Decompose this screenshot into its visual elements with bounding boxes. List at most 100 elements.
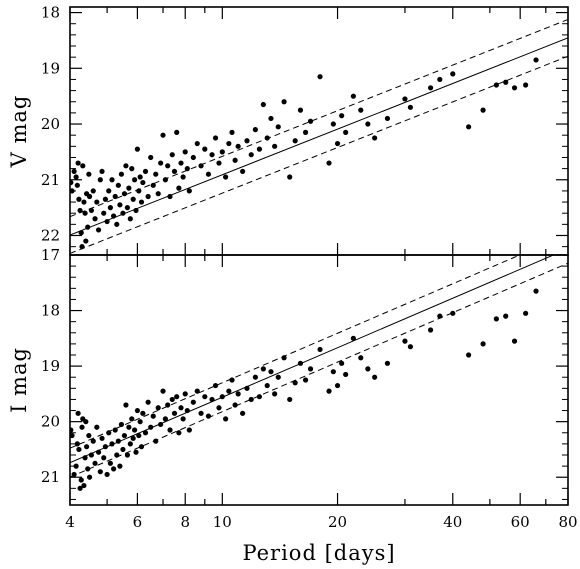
data-point: [240, 410, 246, 416]
panel-v-fit-upper-line: [70, 18, 568, 218]
data-point: [202, 146, 208, 152]
data-point: [450, 310, 456, 316]
data-point: [493, 316, 499, 322]
data-point: [205, 413, 212, 419]
data-point: [229, 377, 235, 383]
data-point: [232, 157, 238, 163]
data-point: [75, 410, 81, 416]
data-point: [127, 441, 133, 447]
data-point: [155, 191, 161, 197]
data-point: [160, 388, 166, 394]
y-tick-label: 17: [41, 246, 60, 264]
data-point: [292, 138, 298, 144]
data-point: [350, 93, 356, 99]
data-point: [77, 207, 83, 214]
data-point: [256, 394, 263, 400]
data-point: [114, 452, 120, 458]
panel-v-fit-lines: [70, 18, 568, 254]
data-point: [86, 474, 93, 480]
data-point: [244, 385, 250, 391]
data-point: [190, 154, 196, 161]
data-point: [81, 199, 87, 205]
data-point: [178, 405, 184, 411]
data-point: [372, 135, 378, 141]
data-point: [106, 430, 112, 436]
data-point: [126, 185, 132, 191]
data-point: [275, 374, 281, 380]
x-tick-label: 6: [133, 513, 143, 531]
x-axis-title: Period [days]: [242, 541, 395, 565]
data-point: [365, 121, 371, 127]
data-point: [317, 346, 323, 353]
y-tick-label: 18: [41, 4, 60, 22]
data-point: [169, 396, 175, 403]
data-point: [330, 369, 336, 375]
data-point: [165, 163, 171, 169]
data-point: [132, 427, 138, 433]
data-point: [78, 230, 84, 236]
data-point: [94, 424, 100, 430]
x-tick-label: 60: [511, 513, 530, 531]
data-point: [297, 360, 304, 366]
panel-i-fit-lower-line: [70, 262, 568, 478]
data-point: [106, 188, 112, 194]
data-point: [334, 140, 341, 147]
data-point: [326, 160, 332, 166]
data-point: [137, 419, 143, 425]
data-point: [272, 143, 278, 149]
data-point: [92, 460, 98, 466]
data-point: [153, 438, 159, 444]
data-point: [402, 338, 408, 344]
panel-i-frame: [69, 254, 569, 506]
data-point: [104, 218, 110, 225]
data-point: [198, 163, 204, 169]
data-point: [74, 441, 80, 447]
data-point: [358, 355, 364, 361]
data-point: [334, 382, 341, 389]
data-point: [523, 82, 529, 88]
data-point: [112, 193, 118, 200]
data-point: [73, 463, 79, 469]
panel-v-y-axis-title: V mag: [7, 95, 31, 169]
data-point: [123, 402, 129, 408]
data-point: [140, 179, 146, 186]
data-point: [511, 85, 518, 91]
data-point: [160, 132, 166, 138]
data-point: [90, 438, 96, 444]
data-point: [252, 374, 258, 380]
data-point: [145, 399, 151, 405]
data-point: [150, 182, 156, 188]
data-point: [142, 168, 149, 175]
data-point: [343, 129, 349, 135]
data-point: [71, 168, 77, 175]
data-point: [169, 152, 175, 158]
data-point: [124, 205, 131, 211]
data-point: [511, 338, 518, 344]
data-point: [209, 152, 215, 158]
data-point: [104, 471, 110, 478]
data-point: [178, 160, 184, 166]
data-point: [132, 177, 138, 183]
panel-i-fit-upper-line: [70, 255, 522, 449]
data-point: [264, 135, 270, 141]
data-point: [112, 427, 118, 433]
data-point: [142, 430, 149, 436]
data-point: [212, 135, 219, 141]
y-tick-label: 20: [41, 115, 60, 133]
data-point: [107, 205, 113, 211]
data-point: [83, 419, 89, 425]
data-point: [85, 466, 91, 472]
data-point: [171, 410, 178, 416]
data-point: [97, 177, 103, 183]
data-point: [223, 416, 229, 422]
data-point: [79, 424, 85, 430]
data-point: [281, 99, 287, 105]
data-point: [503, 79, 509, 85]
data-point: [85, 224, 91, 230]
data-point: [384, 360, 391, 366]
data-point: [533, 288, 539, 294]
data-point: [186, 188, 192, 194]
data-point: [133, 207, 139, 214]
data-point: [102, 196, 109, 202]
